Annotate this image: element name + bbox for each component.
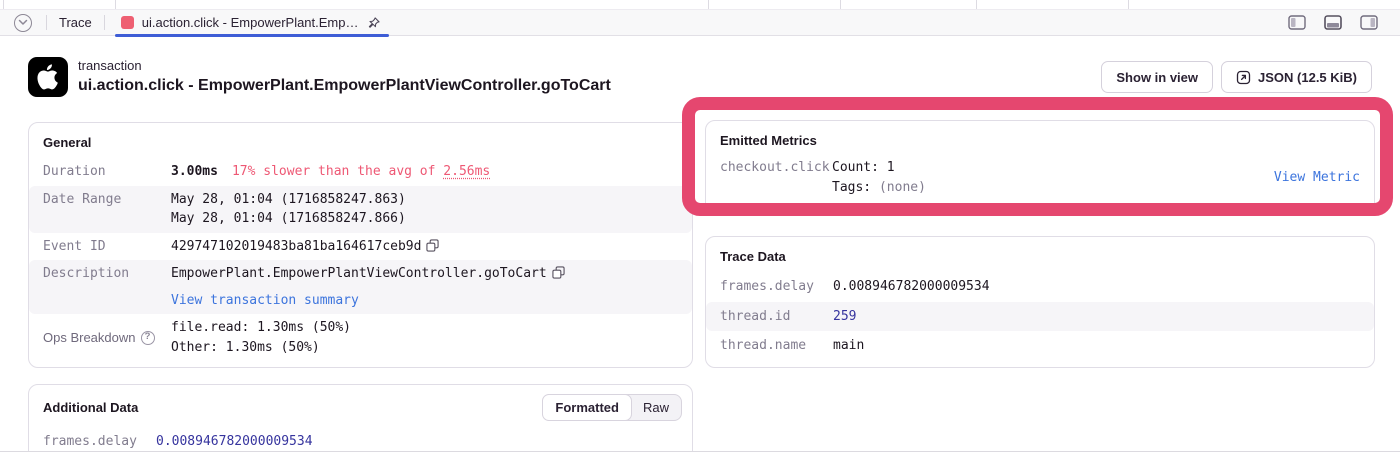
layout-right-icon [1360,15,1378,30]
ops-breakdown-line: Other: 1.30ms (50%) [171,339,320,355]
emitted-metrics-title: Emitted Metrics [720,133,817,148]
external-link-icon [1236,70,1251,84]
metric-row: checkout.click Count: 1 Tags: (none) Vie… [706,156,1374,207]
date-range-end: May 28, 01:04 (1716858247.866) [171,211,406,226]
ops-breakdown-row: Ops Breakdown ? file.read: 1.30ms (50%) … [29,314,692,361]
date-range-start: May 28, 01:04 (1716858247.863) [171,191,406,207]
ops-breakdown-line: file.read: 1.30ms (50%) [171,320,352,335]
pin-tab-button[interactable] [367,16,381,30]
metric-count-value: 1 [886,160,895,175]
description-value: EmpowerPlant.EmpowerPlantViewController.… [171,266,547,281]
row-value: 259 [833,308,857,324]
transaction-marker-icon [120,16,134,29]
top-remnant-strip [0,0,1400,10]
row-value: 0.008946782000009534 [156,434,313,449]
format-toggle: Formatted Raw [542,394,682,421]
additional-data-title: Additional Data [43,400,139,415]
formatted-toggle-button[interactable]: Formatted [542,394,632,421]
metric-count-label: Count: [832,160,879,175]
tab-transaction-active[interactable]: ui.action.click - EmpowerPlant.Emp… [114,10,389,37]
copy-icon [426,238,440,252]
event-header: transaction ui.action.click - EmpowerPla… [28,54,1372,100]
row-key: thread.name [720,338,807,353]
row-key: thread.id [720,308,791,324]
emitted-metrics-section: Emitted Metrics checkout.click Count: 1 … [705,120,1375,214]
duration-key: Duration [43,164,106,179]
event-id-value: 429747102019483ba81ba164617ceb9d [171,238,422,254]
chevron-down-circle-icon [14,13,32,32]
event-type-label: transaction [78,58,142,74]
trace-drawer: Trace ui.action.click - EmpowerPlant.Emp… [0,0,1400,452]
date-range-key: Date Range [43,191,122,207]
collapse-drawer-button[interactable] [10,13,36,32]
additional-data-section: Additional Data Formatted Raw frames.del… [28,384,693,451]
row-value: main [833,338,865,353]
table-row: thread.name main [706,331,1374,361]
date-range-row: Date Range May 28, 01:04 (1716858247.863… [29,185,692,233]
metric-tags-label: Tags: [832,179,872,195]
table-row: frames.delay 0.008946782000009534 [706,272,1374,302]
apple-platform-icon [28,57,68,97]
json-download-button[interactable]: JSON (12.5 KiB) [1221,61,1372,93]
json-button-label: JSON (12.5 KiB) [1258,69,1357,85]
layout-drawer-bottom-button[interactable] [1320,15,1346,30]
copy-description-button[interactable] [552,266,565,279]
event-id-key: Event ID [43,238,106,254]
trace-data-section: Trace Data frames.delay 0.00894678200000… [705,236,1375,368]
table-row: thread.id 259 [706,301,1374,331]
layout-left-icon [1288,15,1306,30]
tab-trace[interactable]: Trace [59,15,92,30]
page-title: ui.action.click - EmpowerPlant.EmpowerPl… [78,76,611,94]
event-id-row: Event ID 429747102019483ba81ba164617ceb9… [29,233,692,261]
tab-label: ui.action.click - EmpowerPlant.Emp… [141,15,359,30]
copy-event-id-button[interactable] [426,238,440,252]
layout-sidebar-right-button[interactable] [1356,15,1382,30]
row-key: frames.delay [43,434,137,449]
divider [46,15,47,30]
view-transaction-summary-link[interactable]: View transaction summary [171,292,359,308]
pin-icon [368,16,380,28]
layout-bottom-icon [1324,15,1342,30]
duration-value: 3.00ms [171,164,218,179]
duration-comparison: 17% slower than the avg of [231,164,436,179]
ops-breakdown-key: Ops Breakdown [43,329,136,345]
raw-toggle-button[interactable]: Raw [631,395,681,420]
description-row: Description EmpowerPlant.EmpowerPlantVie… [29,260,692,314]
metric-tags-value: (none) [878,179,926,195]
divider [103,15,105,30]
general-section: General Duration 3.00ms 17% slower than t… [28,122,693,368]
description-key: Description [43,266,130,281]
copy-icon [552,266,565,279]
table-row: frames.delay 0.008946782000009534 [29,427,692,451]
help-question-icon[interactable]: ? [140,330,155,345]
view-metric-link[interactable]: View Metric [1273,169,1360,185]
layout-sidebar-left-button[interactable] [1284,15,1310,30]
row-value: 0.008946782000009534 [833,279,990,294]
drawer-tab-bar: Trace ui.action.click - EmpowerPlant.Emp… [0,10,1400,37]
show-in-view-button[interactable]: Show in view [1101,61,1214,93]
duration-avg[interactable]: 2.56ms [443,164,491,179]
metric-name: checkout.click [720,160,830,175]
row-key: frames.delay [720,279,814,294]
general-title: General [43,135,92,150]
trace-data-title: Trace Data [720,249,786,264]
duration-row: Duration 3.00ms 17% slower than the avg o… [29,158,692,186]
